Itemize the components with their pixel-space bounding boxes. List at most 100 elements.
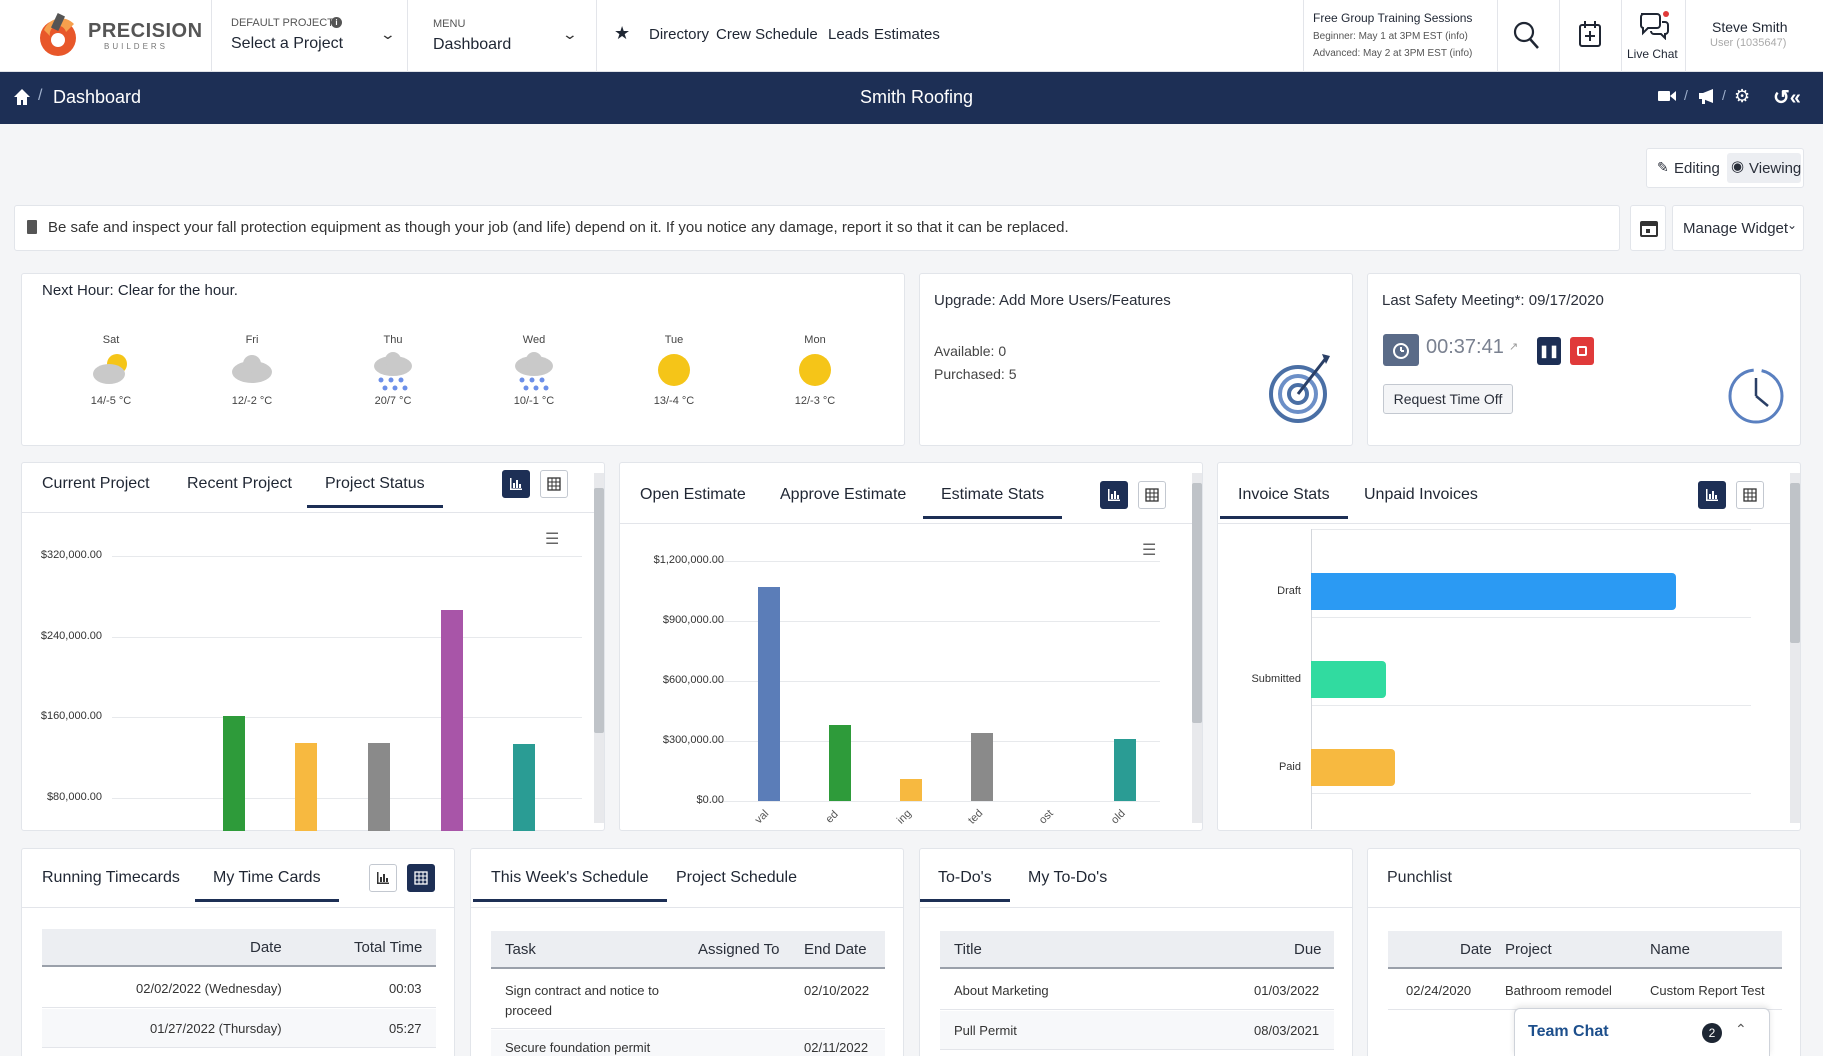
video-icon[interactable] [1658, 89, 1676, 106]
table-row[interactable]: About Marketing 01/03/2022 [940, 971, 1334, 1010]
stop-button[interactable] [1570, 337, 1594, 365]
scrollbar[interactable] [1790, 473, 1800, 823]
tab-my-time-cards[interactable]: My Time Cards [195, 869, 339, 902]
chart-bar [1311, 749, 1395, 786]
gear-icon[interactable]: ⚙ [1734, 86, 1751, 106]
y-tick-label: $240,000.00 [40, 629, 102, 642]
tab-estimate-stats[interactable]: Estimate Stats [922, 486, 1063, 519]
column-header[interactable]: Date [1460, 941, 1492, 958]
gridline [710, 681, 1160, 682]
tab-todos[interactable]: To-Do's [920, 869, 1010, 902]
menu-select[interactable]: MENU Dashboard ⌄ [408, 0, 596, 72]
weather-day-label: Sat [102, 334, 120, 346]
x-tick-label: old [1108, 807, 1128, 827]
external-link-icon[interactable]: ↗ [1509, 341, 1519, 353]
chart-view-button[interactable] [502, 470, 530, 498]
table-row[interactable]: 01/27/2022 (Thursday) 05:27 [42, 1009, 436, 1048]
table-row[interactable]: Pull Permit 08/03/2021 [940, 1011, 1334, 1050]
menu-label: MENU [433, 18, 466, 30]
tab-my-todos[interactable]: My To-Do's [1028, 869, 1108, 886]
default-project-value: Select a Project [231, 35, 344, 52]
manage-widget-dropdown[interactable]: Manage Widget ⌄ [1672, 205, 1804, 251]
table-view-button[interactable] [407, 864, 435, 892]
table-row[interactable]: Secure foundation permit 02/11/2022 [491, 1030, 885, 1056]
chart-bar [1311, 661, 1386, 698]
tab-project-status[interactable]: Project Status [307, 475, 443, 508]
x-tick-label: ost [1036, 807, 1056, 827]
request-time-off-button[interactable]: Request Time Off [1383, 384, 1513, 414]
table-header: Task Assigned To End Date [491, 931, 885, 969]
table-icon [414, 871, 428, 885]
tab-approve-estimate[interactable]: Approve Estimate [780, 486, 907, 503]
live-chat-button[interactable]: Live Chat [1622, 0, 1685, 72]
upgrade-available: Available: 0 [934, 343, 1007, 359]
stop-icon [1577, 346, 1587, 356]
link-crew-schedule[interactable]: Crew Schedule [716, 26, 818, 43]
target-icon [1268, 352, 1332, 427]
history-collapse-icon[interactable]: ↺« [1773, 87, 1801, 109]
megaphone-icon[interactable] [1698, 88, 1716, 107]
calendar-add-icon[interactable] [1578, 20, 1602, 51]
home-icon[interactable] [13, 88, 31, 109]
tab-this-weeks-schedule[interactable]: This Week's Schedule [473, 869, 666, 902]
link-directory[interactable]: Directory [649, 26, 710, 43]
link-leads[interactable]: Leads [828, 26, 869, 43]
training-advanced-link[interactable]: Advanced: May 2 at 3PM EST (info) [1313, 48, 1473, 59]
column-header[interactable]: Due [1294, 941, 1322, 958]
scrollbar-thumb[interactable] [594, 488, 604, 733]
column-header[interactable]: Name [1650, 941, 1691, 958]
scrollbar-thumb[interactable] [1790, 483, 1800, 643]
pause-button[interactable]: ❚❚ [1537, 337, 1561, 365]
chart-view-button[interactable] [1698, 481, 1726, 509]
tab-current-project[interactable]: Current Project [42, 475, 150, 492]
cell-title: About Marketing [954, 983, 1049, 998]
company-logo[interactable] [36, 10, 82, 60]
tab-recent-project[interactable]: Recent Project [187, 475, 292, 492]
chart-menu-icon[interactable]: ☰ [1142, 542, 1157, 559]
default-project-select[interactable]: DEFAULT PROJECT i Select a Project ⌄ [212, 0, 407, 72]
table-header: Title Due [940, 931, 1334, 969]
column-header[interactable]: Title [954, 941, 982, 958]
column-header[interactable]: Task [505, 941, 536, 958]
column-header[interactable]: Assigned To [698, 941, 780, 958]
table-view-button[interactable] [1138, 481, 1166, 509]
calendar-button[interactable] [1630, 205, 1666, 251]
table-row[interactable]: 02/24/2020 Bathroom remodel Custom Repor… [1388, 971, 1782, 1010]
team-chat-bar[interactable]: Team Chat 2 ⌃ [1514, 1008, 1770, 1056]
tab-open-estimate[interactable]: Open Estimate [640, 486, 746, 503]
column-header[interactable]: Total Time [354, 939, 423, 956]
cell-date: 02/24/2020 [1406, 983, 1472, 998]
tab-project-schedule[interactable]: Project Schedule [676, 869, 797, 886]
notice-text: Be safe and inspect your fall protection… [48, 219, 1069, 236]
search-icon[interactable] [1512, 20, 1540, 53]
chart-view-button[interactable] [369, 864, 397, 892]
chart-view-button[interactable] [1100, 481, 1128, 509]
weather-day-label: Fri [245, 334, 259, 346]
table-view-button[interactable] [1736, 481, 1764, 509]
y-tick-label: $600,000.00 [662, 674, 724, 686]
link-estimates[interactable]: Estimates [874, 26, 940, 43]
chart-menu-icon[interactable]: ☰ [545, 531, 560, 548]
tab-running-timecards[interactable]: Running Timecards [42, 869, 180, 886]
table-view-button[interactable] [540, 470, 568, 498]
weather-day: Thu 20/7 °C [348, 334, 438, 407]
viewing-toggle[interactable]: ◉ Viewing [1727, 153, 1801, 183]
alarm-clock-icon[interactable] [1383, 334, 1419, 366]
column-header[interactable]: Project [1505, 941, 1552, 958]
column-header[interactable]: End Date [804, 941, 867, 958]
training-beginner-link[interactable]: Beginner: May 1 at 3PM EST (info) [1313, 31, 1468, 42]
user-menu[interactable]: Steve Smith User (1035647) [1686, 0, 1823, 72]
tab-invoice-stats[interactable]: Invoice Stats [1220, 486, 1348, 519]
tab-unpaid-invoices[interactable]: Unpaid Invoices [1364, 486, 1478, 503]
table-row[interactable]: 02/02/2022 (Wednesday) 00:03 [42, 969, 436, 1008]
table-row[interactable]: Sign contract and notice to proceed 02/1… [491, 971, 885, 1029]
editing-toggle[interactable]: Editing [1674, 160, 1720, 177]
chevron-up-icon[interactable]: ⌃ [1735, 1021, 1747, 1037]
scrollbar-thumb[interactable] [1192, 483, 1202, 723]
star-icon[interactable]: ★ [614, 23, 631, 43]
column-header[interactable]: Date [250, 939, 282, 956]
breadcrumb-current[interactable]: Dashboard [53, 87, 142, 107]
chart-bar [223, 715, 245, 831]
top-bar: PRECISION BUILDERS DEFAULT PROJECT i Sel… [0, 0, 1823, 72]
upgrade-title[interactable]: Upgrade: Add More Users/Features [934, 292, 1171, 309]
